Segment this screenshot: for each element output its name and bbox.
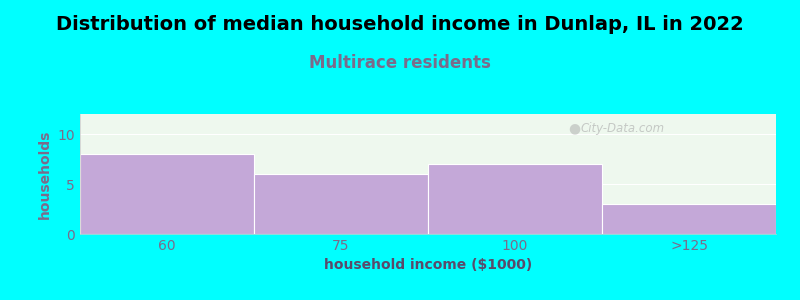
Text: Multirace residents: Multirace residents xyxy=(309,54,491,72)
Text: Distribution of median household income in Dunlap, IL in 2022: Distribution of median household income … xyxy=(56,15,744,34)
Text: City-Data.com: City-Data.com xyxy=(581,122,665,135)
X-axis label: household income ($1000): household income ($1000) xyxy=(324,258,532,272)
Bar xyxy=(428,164,602,234)
Bar xyxy=(602,204,776,234)
Bar xyxy=(80,154,254,234)
Bar xyxy=(254,174,428,234)
Text: ●: ● xyxy=(568,121,580,135)
Y-axis label: households: households xyxy=(38,129,52,219)
